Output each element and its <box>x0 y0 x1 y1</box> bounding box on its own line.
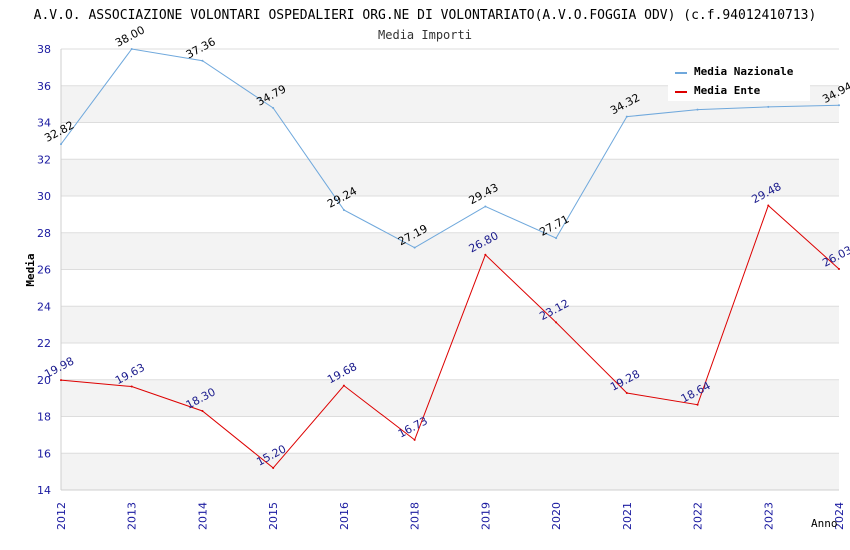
series-lines <box>60 48 840 469</box>
data-label: 37.36 <box>184 35 218 61</box>
data-point <box>60 143 62 146</box>
y-tick-label: 14 <box>37 484 51 497</box>
plot-band <box>61 453 839 490</box>
grid-lines <box>61 48 839 491</box>
x-axis-label: Anno <box>811 517 838 530</box>
y-tick-label: 36 <box>37 80 51 93</box>
data-point <box>272 106 275 109</box>
data-point <box>201 409 204 412</box>
data-point <box>625 115 628 118</box>
data-label: 19.98 <box>42 354 76 380</box>
legend-label-media-ente: Media Ente <box>694 84 761 97</box>
data-point <box>838 267 840 270</box>
x-tick-label: 2013 <box>126 502 139 530</box>
data-point <box>413 438 416 441</box>
data-point <box>130 385 133 388</box>
data-point <box>484 205 487 208</box>
x-tick-label: 2014 <box>196 502 209 530</box>
data-point <box>413 246 416 249</box>
plot-band <box>61 379 839 417</box>
data-label: 38.00 <box>113 23 147 49</box>
x-tick-label: 2019 <box>479 502 492 530</box>
y-tick-labels: 14 16 18 20 22 24 26 28 30 32 34 36 38 <box>37 43 51 497</box>
x-tick-label: 2024 <box>833 502 846 530</box>
data-point <box>130 48 133 50</box>
data-point <box>484 253 487 256</box>
data-point <box>838 104 840 107</box>
x-tick-label: 2021 <box>621 502 634 530</box>
data-point <box>767 105 770 108</box>
legend-label-media-nazionale: Media Nazionale <box>694 65 794 78</box>
legend-box <box>668 59 810 101</box>
x-tick-label: 2020 <box>550 502 563 530</box>
x-tick-label: 2018 <box>409 502 422 530</box>
x-tick-label: 2012 <box>55 502 68 530</box>
plot-band <box>61 159 839 196</box>
x-tick-label: 2016 <box>338 502 351 530</box>
plot-bands <box>61 85 839 490</box>
y-axis-label: Media <box>24 253 37 286</box>
plot-band <box>61 306 839 343</box>
y-tick-label: 16 <box>37 447 51 460</box>
data-point <box>555 321 558 324</box>
y-tick-label: 34 <box>37 117 51 130</box>
plot-band <box>61 232 839 270</box>
axes <box>60 49 839 491</box>
x-tick-labels: 2012 2013 2014 2015 2016 2018 2019 2020 2021 2022… <box>55 502 846 530</box>
chart-subtitle: Media Importi <box>378 28 472 42</box>
data-point <box>201 59 204 62</box>
y-tick-label: 28 <box>37 227 51 240</box>
data-point <box>767 204 770 207</box>
data-label: 16.73 <box>396 414 430 440</box>
legend: Media Nazionale Media Ente <box>668 59 810 101</box>
x-tick-label: 2022 <box>692 502 705 530</box>
data-point <box>696 403 699 406</box>
data-point <box>60 379 62 382</box>
data-point <box>555 237 558 240</box>
y-tick-label: 32 <box>37 153 51 166</box>
data-point <box>625 391 628 394</box>
y-tick-label: 30 <box>37 190 51 203</box>
x-tick-label: 2015 <box>267 502 280 530</box>
y-tick-label: 20 <box>37 374 51 387</box>
data-point <box>272 466 275 469</box>
y-tick-label: 26 <box>37 264 51 277</box>
y-tick-label: 24 <box>37 300 51 313</box>
series-line <box>60 48 840 249</box>
y-tick-label: 22 <box>37 337 51 350</box>
series-line <box>60 204 840 469</box>
y-tick-label: 38 <box>37 43 51 56</box>
x-tick-label: 2023 <box>762 502 775 530</box>
data-point <box>342 384 345 387</box>
chart-title: A.V.O. ASSOCIAZIONE VOLONTARI OSPEDALIER… <box>34 8 817 23</box>
data-point <box>342 208 345 211</box>
y-tick-label: 18 <box>37 411 51 424</box>
data-point <box>696 108 699 111</box>
